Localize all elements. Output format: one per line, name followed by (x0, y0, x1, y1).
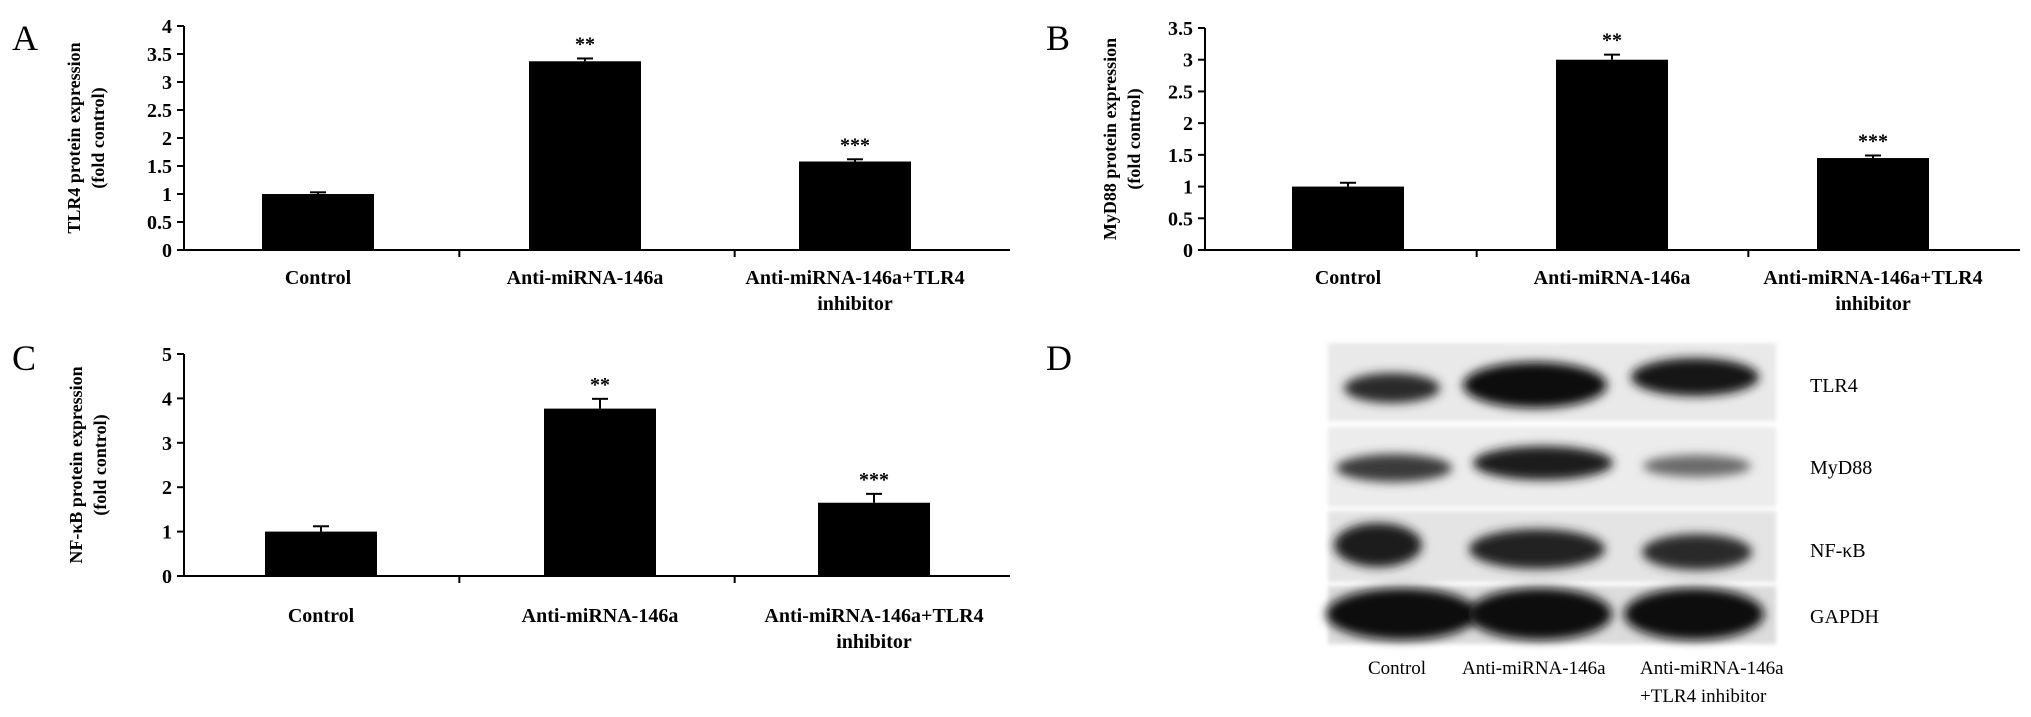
blot-lane-anti-mirna: Anti-miRNA-146a (1462, 658, 1606, 679)
y-tick-label: 0.5 (1168, 208, 1193, 230)
chart-tlr4-expression: 0 0.5 1 1.5 2 2.5 3 3.5 4 TLR4 protein expression… (64, 16, 1010, 315)
blot-lane-inhibitor-line1: Anti-miRNA-146a (1640, 658, 1784, 679)
x-category-label: inhibitor (817, 293, 893, 315)
y-axis-label: MyD88 protein expression (1100, 38, 1120, 240)
y-tick-label: 1 (162, 522, 172, 544)
significance-label: ** (575, 33, 595, 55)
y-tick-label: 3 (162, 72, 172, 94)
y-axis-label: (fold control) (90, 414, 111, 515)
x-category-label: Anti-miRNA-146a+TLR4 (764, 605, 983, 627)
bar (265, 531, 377, 576)
y-tick-label: 1 (162, 184, 172, 206)
y-tick-label: 3.5 (1168, 18, 1193, 40)
band-nfkb-anti-mirna (1469, 529, 1605, 569)
y-tick-label: 1 (1183, 177, 1193, 199)
y-tick-label: 0 (162, 240, 172, 262)
y-axis-label: NF-κB protein expression (66, 366, 86, 563)
significance-label: *** (840, 134, 870, 156)
bar (544, 408, 656, 576)
y-tick-label: 0 (162, 566, 172, 588)
y-tick-label: 3 (162, 433, 172, 455)
y-tick-label: 0.5 (147, 212, 172, 234)
band-tlr4-inhibitor (1631, 358, 1759, 396)
y-axis-label: (fold control) (1124, 88, 1145, 189)
blot-label-nfkb: NF-κB (1810, 540, 1866, 562)
y-tick-label: 2.5 (147, 100, 172, 122)
western-blot: TLR4 MyD88 NF-κB GAPDH Control Anti-miRN… (1326, 343, 1879, 707)
band-gapdh-inhibitor (1624, 588, 1764, 640)
blot-label-tlr4: TLR4 (1810, 375, 1858, 397)
band-tlr4-control (1344, 373, 1440, 403)
bar (1817, 158, 1929, 250)
panel-letter-a: A (12, 18, 38, 58)
panel-letter-b: B (1046, 18, 1070, 58)
y-tick-label: 5 (162, 344, 172, 366)
blot-lane-control: Control (1368, 658, 1426, 679)
chart-myd88-expression: 0 0.5 1 1.5 2 2.5 3 3.5 MyD88 protein expression… (1100, 18, 2020, 315)
y-tick-label: 2 (162, 128, 172, 150)
x-category-label: Anti-miRNA-146a (1534, 267, 1691, 289)
significance-label: *** (859, 469, 889, 491)
band-tlr4-anti-mirna (1463, 362, 1607, 408)
panel-letter-c: C (12, 338, 36, 378)
y-tick-label: 1.5 (147, 156, 172, 178)
significance-label: ** (590, 374, 610, 396)
x-category-label: Anti-miRNA-146a+TLR4 (745, 267, 964, 289)
blot-label-gapdh: GAPDH (1810, 606, 1879, 628)
band-myd88-control (1336, 454, 1452, 482)
x-category-label: Anti-miRNA-146a (507, 267, 664, 289)
band-gapdh-control (1326, 588, 1478, 640)
bar (262, 194, 374, 250)
blot-label-myd88: MyD88 (1810, 457, 1872, 479)
y-tick-label: 2 (1183, 113, 1193, 135)
bar (1556, 59, 1668, 250)
x-category-label: Anti-miRNA-146a (522, 605, 679, 627)
panel-letter-d: D (1046, 338, 1072, 378)
band-nfkb-control (1334, 523, 1422, 567)
band-myd88-inhibitor (1643, 455, 1751, 477)
y-tick-label: 4 (162, 16, 172, 38)
y-axis-label: TLR4 protein expression (64, 42, 84, 233)
x-category-label: Control (288, 605, 355, 627)
y-tick-label: 2.5 (1168, 81, 1193, 103)
y-tick-label: 1.5 (1168, 145, 1193, 167)
y-axis-label: (fold control) (88, 87, 109, 188)
y-tick-label: 3.5 (147, 44, 172, 66)
significance-label: *** (1858, 130, 1888, 152)
bar (1292, 186, 1404, 250)
x-category-label: Control (285, 267, 352, 289)
x-category-label: Anti-miRNA-146a+TLR4 (1763, 267, 1982, 289)
x-category-label: inhibitor (836, 631, 912, 653)
significance-label: ** (1602, 30, 1622, 52)
bar (818, 502, 930, 576)
chart-nfkb-expression: 0 1 2 3 4 5 NF-κB protein expression (fold cont… (66, 344, 1010, 653)
y-tick-label: 4 (162, 388, 172, 410)
y-tick-label: 0 (1183, 240, 1193, 262)
band-myd88-anti-mirna (1473, 446, 1613, 480)
bar (529, 61, 641, 250)
y-tick-label: 3 (1183, 50, 1193, 72)
x-category-label: inhibitor (1835, 293, 1911, 315)
y-tick-label: 2 (162, 477, 172, 499)
x-category-label: Control (1315, 267, 1382, 289)
band-nfkb-inhibitor (1642, 534, 1752, 570)
band-gapdh-anti-mirna (1468, 588, 1612, 640)
blot-lane-inhibitor-line2: +TLR4 inhibitor (1640, 686, 1767, 707)
bar (799, 161, 911, 250)
